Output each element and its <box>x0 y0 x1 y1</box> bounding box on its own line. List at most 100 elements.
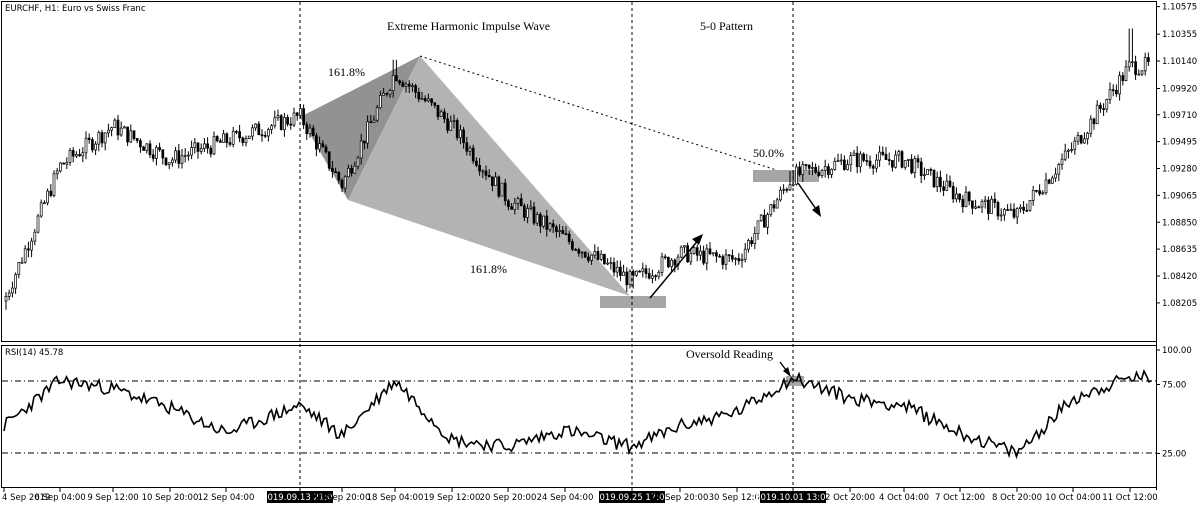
candle <box>487 169 491 178</box>
candle <box>196 142 200 159</box>
candle <box>721 254 725 270</box>
candle <box>356 155 360 170</box>
rsi-tick-label: 25.00 <box>1162 450 1186 460</box>
candle-body <box>23 248 27 263</box>
candle <box>1137 69 1141 76</box>
candle-body <box>177 150 181 164</box>
candle-body <box>353 165 357 174</box>
candle-body <box>871 165 875 169</box>
candle <box>247 135 251 140</box>
candle <box>526 204 529 224</box>
candle-body <box>414 85 417 93</box>
candle-body <box>507 200 510 208</box>
candle <box>734 257 737 266</box>
candle-body <box>267 129 270 137</box>
candle-body <box>251 127 254 137</box>
candle-body <box>155 147 158 159</box>
candle-body <box>612 262 616 273</box>
candle-body <box>1031 190 1035 201</box>
candle-body <box>62 162 65 165</box>
candle <box>878 145 881 167</box>
candle <box>814 163 817 174</box>
candle <box>353 161 357 174</box>
candle <box>974 199 977 210</box>
candle <box>1006 204 1009 211</box>
candle <box>17 261 21 279</box>
candle <box>113 118 117 128</box>
candle-body <box>503 182 507 202</box>
rsi-indicator <box>2 368 1156 460</box>
candle-body <box>910 158 913 174</box>
candle-body <box>331 167 334 173</box>
candle-body <box>46 190 49 204</box>
candle-body <box>17 262 21 275</box>
candle-body <box>897 151 901 156</box>
candle <box>401 80 405 88</box>
candle-body <box>977 206 981 209</box>
candle <box>78 148 81 157</box>
candle <box>219 138 222 143</box>
candle-body <box>603 253 606 265</box>
candle-body <box>814 166 817 173</box>
candle-body <box>881 151 885 155</box>
candle <box>436 104 440 120</box>
candle-body <box>695 247 699 256</box>
candle-body <box>1073 140 1077 150</box>
candle-body <box>657 271 661 277</box>
candle-body <box>126 126 129 143</box>
candle <box>958 193 961 203</box>
candle <box>1044 172 1048 195</box>
candle-body <box>535 214 539 224</box>
candle <box>737 253 741 265</box>
time-highlight-label: 2019.10.01 13:00 <box>755 493 831 503</box>
candle <box>996 200 1000 220</box>
candle-body <box>519 198 523 207</box>
candle-body <box>324 146 328 153</box>
candle-body <box>1044 179 1048 194</box>
candle <box>1111 84 1115 97</box>
candle <box>510 202 513 210</box>
candle <box>222 129 225 143</box>
candle <box>971 200 974 215</box>
candle <box>1041 190 1045 195</box>
candle-body <box>75 154 78 157</box>
candle-body <box>391 75 395 91</box>
candle <box>427 93 430 103</box>
candle <box>609 257 613 270</box>
candle-body <box>827 166 830 175</box>
candle <box>75 151 78 159</box>
candle-body <box>1111 89 1115 92</box>
candle-body <box>1118 75 1121 95</box>
candle-body <box>161 149 165 159</box>
candle <box>593 244 597 259</box>
candle <box>375 104 379 123</box>
candle-body <box>967 191 971 202</box>
candle-body <box>692 247 696 254</box>
candle-body <box>407 83 411 87</box>
candle-body <box>1083 138 1086 144</box>
candle-body <box>449 121 453 131</box>
candle-body <box>286 117 289 125</box>
candle <box>1102 103 1105 116</box>
candle-body <box>270 125 273 130</box>
candle-body <box>1003 209 1006 216</box>
price-tick-label: 1.08850 <box>1162 218 1197 228</box>
candle <box>1086 131 1089 145</box>
candle <box>87 133 91 144</box>
candle-body <box>209 147 213 155</box>
candle-body <box>660 256 664 273</box>
candle-body <box>292 112 296 126</box>
candle <box>145 143 149 154</box>
candle <box>308 124 312 138</box>
candle-body <box>459 129 462 138</box>
candle <box>1009 203 1013 212</box>
candle-body <box>987 199 990 214</box>
candle <box>673 258 677 273</box>
price-tick-label: 1.08635 <box>1162 245 1197 255</box>
time-tick-label: 26 Sep 20:00 <box>652 493 709 503</box>
candle-body <box>1028 200 1032 211</box>
candle-body <box>919 161 923 176</box>
candle-body <box>1092 118 1096 125</box>
candle-body <box>7 292 11 297</box>
